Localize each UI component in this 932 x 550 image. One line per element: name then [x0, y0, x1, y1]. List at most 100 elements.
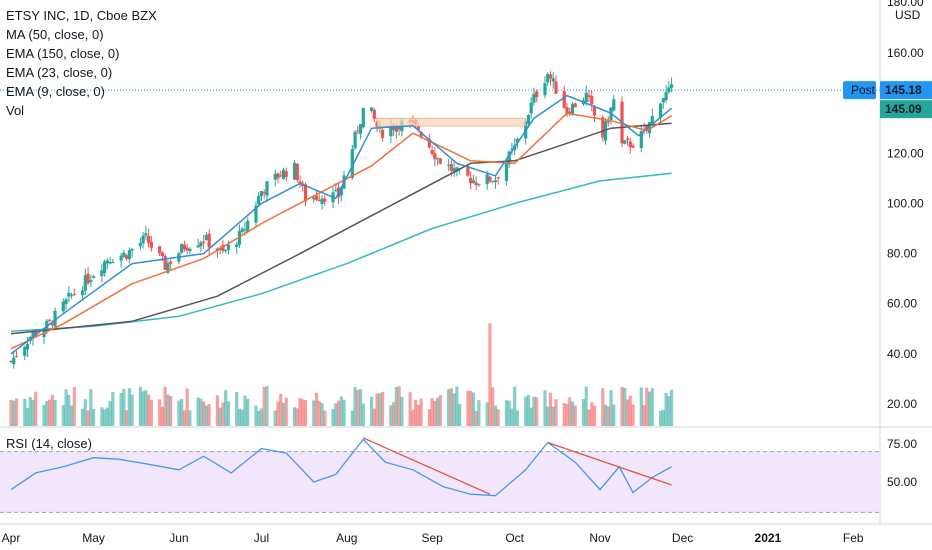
volume-bar — [86, 410, 90, 426]
candle-body — [526, 115, 531, 124]
candle-body — [72, 293, 76, 295]
candle-body — [515, 138, 520, 143]
volume-bar — [67, 394, 71, 426]
volume-bar — [369, 396, 374, 426]
volume-bar — [180, 398, 184, 426]
volume-bar — [23, 398, 27, 426]
currency-label: USD — [895, 8, 921, 22]
volume-bar — [474, 410, 478, 426]
volume-bar — [339, 396, 343, 426]
candle-body — [303, 184, 308, 202]
time-tick-label: Apr — [2, 531, 21, 545]
candle-body — [144, 233, 148, 236]
volume-bar — [378, 393, 382, 426]
volume-bar — [276, 401, 280, 426]
candle-body — [661, 98, 665, 103]
volume-bar — [625, 399, 630, 426]
volume-bar — [548, 392, 553, 426]
candle-body — [23, 346, 27, 356]
candle-body — [546, 74, 550, 83]
volume-bars — [9, 323, 674, 426]
price-tick-label: 20.00 — [887, 397, 917, 411]
time-tick-label: May — [82, 531, 105, 545]
volume-bar — [436, 397, 440, 426]
candle-body — [83, 275, 87, 291]
candle-body — [158, 246, 162, 254]
indicator-volume[interactable]: Vol — [6, 103, 25, 118]
volume-bar — [163, 386, 167, 426]
candle-body — [320, 198, 324, 205]
volume-bar — [64, 389, 68, 426]
candle-body — [623, 140, 627, 144]
volume-bar — [358, 389, 363, 426]
volume-bar — [207, 404, 211, 426]
candle-body — [323, 198, 327, 202]
volume-bar — [111, 391, 115, 426]
candle-body — [111, 262, 115, 264]
candle-body — [273, 173, 277, 180]
volume-bar — [144, 390, 148, 426]
volume-bar — [122, 388, 126, 426]
volume-bar — [400, 396, 404, 426]
candle-body — [86, 273, 90, 284]
candle-body — [226, 244, 231, 250]
ema23-line — [10, 112, 672, 350]
volume-bar — [551, 406, 555, 426]
volume-bar — [628, 395, 632, 426]
candle-body — [295, 163, 299, 181]
price-tick-label: 120.00 — [887, 146, 924, 160]
last-price-label: 145.09 — [885, 102, 922, 116]
candle-body — [138, 242, 142, 247]
candle-body — [160, 252, 164, 257]
candle-body — [314, 195, 319, 200]
candle-body — [606, 121, 610, 123]
candle-body — [130, 248, 134, 251]
candle-body — [180, 243, 184, 253]
volume-bar — [361, 403, 365, 426]
ema9-line — [10, 94, 673, 355]
candle-body — [573, 103, 577, 108]
volume-bar — [202, 401, 206, 426]
candle-body — [449, 163, 453, 171]
volume-bar — [185, 388, 189, 426]
volume-bar — [127, 388, 131, 426]
volume-bar — [504, 400, 509, 426]
indicator-ema9[interactable]: EMA (9, close, 0) — [6, 84, 105, 99]
indicator-ma50[interactable]: MA (50, close, 0) — [6, 27, 104, 42]
volume-bar — [301, 399, 305, 426]
volume-bar — [669, 389, 674, 426]
time-tick-label: Jun — [169, 531, 188, 545]
candle-body — [625, 138, 630, 140]
volume-bar — [455, 386, 459, 426]
rsi-trendline-2 — [547, 441, 672, 486]
candle-body — [202, 241, 206, 243]
candle-body — [50, 323, 54, 326]
candle-body — [647, 122, 652, 134]
candle-body — [80, 290, 85, 296]
rsi-tick-label: 75.00 — [887, 437, 917, 451]
volume-bar — [265, 386, 269, 426]
volume-bar — [224, 390, 228, 426]
time-tick-label: Feb — [843, 531, 864, 545]
candle-body — [100, 270, 104, 277]
candle-body — [204, 235, 209, 241]
candle-body — [667, 87, 671, 93]
volume-bar — [485, 402, 489, 426]
candle-body — [105, 260, 109, 264]
candle-body — [628, 141, 632, 148]
candle-body — [259, 191, 264, 197]
indicator-ema150[interactable]: EMA (150, close, 0) — [6, 46, 120, 61]
candle-body — [122, 252, 126, 258]
candle-body — [45, 320, 49, 330]
candle-body — [438, 158, 442, 164]
candle-body — [69, 295, 74, 297]
volume-bar — [314, 392, 319, 426]
volume-bar — [196, 397, 200, 426]
rsi-legend[interactable]: RSI (14, close) — [6, 436, 92, 451]
volume-bar — [108, 400, 112, 426]
volume-bar — [471, 392, 476, 426]
candle-body — [372, 109, 376, 119]
indicator-ema23[interactable]: EMA (23, close, 0) — [6, 65, 113, 80]
volume-bar — [466, 390, 470, 426]
